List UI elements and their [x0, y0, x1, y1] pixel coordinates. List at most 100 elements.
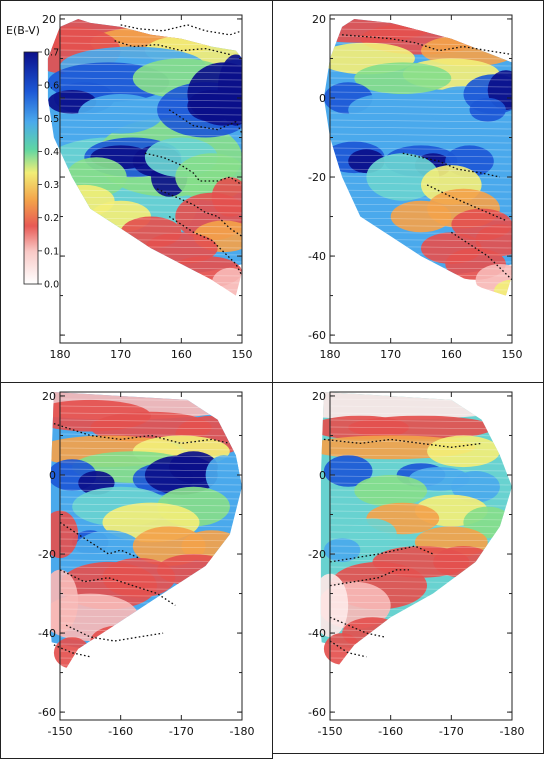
pixel-grid-line	[59, 510, 243, 514]
extinction-cell	[427, 435, 500, 468]
colorbar-tick-label: 0.1	[44, 246, 59, 257]
x-tick-label: 150	[502, 348, 523, 361]
pixel-grid-line	[59, 126, 243, 130]
colorbar-tick-label: 0.3	[44, 180, 59, 191]
pixel-grid-line	[60, 672, 242, 674]
pixel-grid-line	[330, 323, 512, 325]
extinction-cell	[102, 557, 176, 598]
pixel-grid-line	[329, 63, 512, 67]
colorbar-tick-label: 0.6	[44, 81, 59, 92]
pixel-grid-line	[329, 203, 512, 207]
y-tick-label: -40	[308, 627, 326, 640]
pixel-grid-line	[59, 84, 243, 88]
pixel-grid-line	[329, 140, 512, 144]
x-tick-label: -180	[500, 725, 525, 738]
x-tick-label: -170	[439, 725, 464, 738]
pixel-grid-line	[60, 693, 242, 695]
pixel-grid-line	[329, 112, 512, 116]
extinction-cell	[433, 546, 494, 578]
x-tick-label: 150	[232, 348, 253, 361]
pixel-grid-line	[329, 182, 512, 186]
pixel-grid-line	[59, 454, 243, 458]
pixel-grid-line	[60, 686, 242, 688]
extinction-cell	[475, 264, 512, 296]
y-tick-label: -20	[38, 548, 56, 561]
pixel-grid-line	[59, 119, 243, 123]
pixel-grid-line	[329, 189, 512, 193]
colorbar-gradient	[23, 51, 39, 285]
extinction-heatmap-top-left	[47, 19, 243, 339]
extinction-cell	[211, 177, 243, 217]
pixel-grid-line	[60, 337, 242, 339]
pixel-grid-line	[59, 426, 243, 430]
pixel-grid-line	[329, 475, 512, 479]
extinction-cell	[323, 19, 512, 276]
x-tick-label: -160	[108, 725, 133, 738]
x-tick-label: -150	[48, 725, 73, 738]
pixel-grid-line	[59, 517, 243, 521]
pixel-grid-line	[329, 119, 512, 123]
x-tick-label: 170	[110, 348, 131, 361]
pixel-grid-line	[329, 433, 512, 437]
pixel-grid-line	[329, 161, 512, 165]
pixel-grid-line	[329, 650, 512, 654]
y-tick-label: -60	[308, 706, 326, 719]
pixel-grid-line	[59, 182, 243, 186]
pixel-grid-line	[330, 316, 512, 318]
colorbar: E(B-V) 0.7 0.6 0.5 0.4 0.3 0.2 0.1 0.0	[6, 24, 59, 291]
pixel-grid-line	[60, 700, 242, 702]
panel-frame-bottom-right	[272, 382, 544, 754]
extinction-cell	[354, 475, 428, 507]
pixel-grid-line	[329, 56, 512, 60]
colorbar-tick-label: 0.2	[44, 213, 59, 224]
pixel-grid-line	[59, 475, 243, 479]
pixel-grid-line	[59, 91, 243, 95]
x-tick-label: 170	[380, 348, 401, 361]
pixel-grid-line	[329, 454, 512, 458]
pixel-grid-line	[59, 294, 243, 296]
pixel-grid-line	[329, 489, 512, 493]
pixel-grid-line	[329, 657, 512, 661]
pixel-grid-line	[59, 524, 243, 528]
y-tick-label: 0	[319, 469, 326, 482]
pixel-grid-line	[60, 679, 242, 681]
pixel-grid-line	[330, 309, 512, 311]
pixel-grid-line	[60, 707, 242, 709]
pixel-grid-line	[329, 294, 512, 296]
pixel-grid-line	[60, 714, 242, 716]
extinction-cell	[323, 455, 373, 487]
pixel-grid-line	[59, 98, 243, 102]
pixel-grid-line	[330, 330, 512, 332]
pixel-grid-line	[329, 482, 512, 486]
extinction-cell	[323, 538, 361, 562]
pixel-grid-line	[59, 482, 243, 486]
extinction-cell	[320, 415, 409, 440]
pixel-grid-line	[60, 302, 242, 304]
map-panel-top-left: 180 170 160 150 20	[42, 13, 253, 361]
y-tick-label: -20	[308, 548, 326, 561]
pixel-grid-line	[59, 154, 243, 158]
pixel-grid-line	[330, 337, 512, 339]
pixel-grid-line	[59, 112, 243, 116]
contour-line	[114, 24, 243, 277]
y-tick-label: -60	[308, 329, 326, 342]
extinction-cell	[90, 625, 151, 657]
pixel-grid-line	[329, 210, 512, 214]
x-tick-label: -180	[230, 725, 255, 738]
pixel-grid-line	[330, 679, 512, 681]
colorbar-tick-label: 0.4	[44, 147, 59, 158]
x-tick-label: -170	[169, 725, 194, 738]
extinction-cell	[205, 455, 242, 495]
pixel-grid-line	[60, 323, 242, 325]
pixel-grid-line	[59, 552, 243, 556]
y-tick-label: 20	[42, 390, 56, 403]
pixel-grid-line	[329, 105, 512, 109]
pixel-grid-line	[59, 531, 243, 535]
pixel-grid-line	[329, 126, 512, 130]
pixel-grid-line	[329, 196, 512, 200]
pixel-grid-line	[329, 440, 512, 444]
pixel-grid-line	[329, 461, 512, 465]
x-tick-label: -150	[318, 725, 343, 738]
pixel-grid-line	[59, 77, 243, 81]
pixel-grid-line	[59, 105, 243, 109]
